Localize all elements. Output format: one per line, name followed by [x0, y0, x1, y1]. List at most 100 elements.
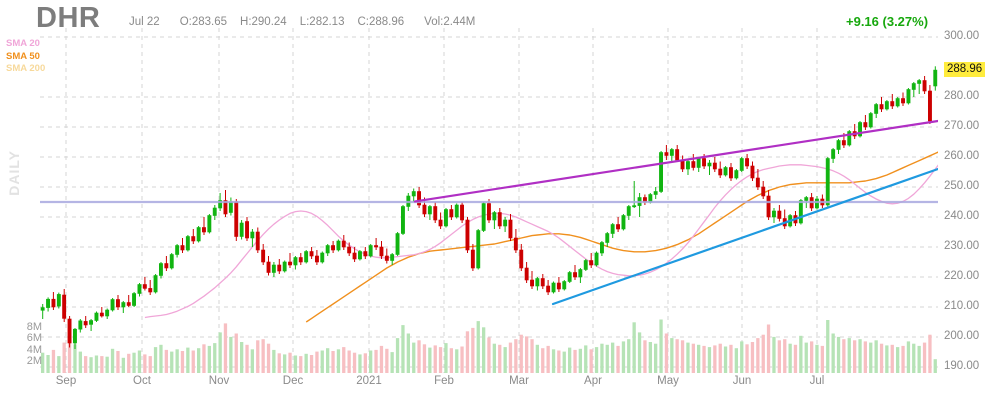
volume-bar	[299, 356, 303, 373]
trendline-upper-trend[interactable]	[413, 119, 938, 203]
volume-bar	[153, 347, 158, 373]
candle-body	[825, 158, 830, 206]
candle-body	[589, 260, 594, 266]
volume-bar	[869, 342, 873, 373]
candle-body	[556, 282, 561, 290]
candle-body	[879, 104, 884, 110]
candle-body	[218, 200, 223, 209]
candle-body	[40, 307, 45, 311]
volume-bar	[503, 347, 507, 373]
time-tick-label[interactable]: May	[657, 375, 679, 387]
volume-bar	[288, 352, 292, 373]
sma-legend: SMA 20 SMA 50 SMA 200	[6, 38, 45, 76]
high-value: H:290.24	[240, 16, 287, 28]
candle-body	[863, 122, 868, 128]
candle-body	[621, 215, 626, 230]
candle-body	[72, 328, 77, 344]
volume-bar	[675, 339, 679, 373]
volume-bar	[697, 344, 701, 373]
candle-body	[271, 264, 276, 273]
volume-bar	[256, 340, 260, 373]
candle-body	[707, 162, 712, 167]
time-tick-label[interactable]: Jul	[809, 375, 825, 387]
candle-body	[384, 255, 389, 261]
volume-bar	[783, 339, 787, 373]
time-tick-label[interactable]: Oct	[133, 375, 151, 387]
volume-bar	[600, 343, 604, 373]
volume-bar	[180, 351, 185, 373]
volume-bar	[277, 353, 281, 373]
volume-bar	[605, 344, 609, 373]
volume-bar	[202, 344, 206, 373]
candle-body	[659, 152, 664, 192]
time-tick-label[interactable]: Jun	[732, 375, 752, 387]
volume-bar	[401, 325, 405, 373]
chart-canvas[interactable]	[40, 28, 938, 373]
plot-area[interactable]	[40, 28, 938, 373]
volume-bar	[611, 342, 615, 373]
candle-body	[616, 224, 621, 230]
candle-body	[481, 203, 486, 231]
sma-legend-item-1[interactable]: SMA 50	[6, 50, 40, 62]
candle-body	[470, 249, 475, 269]
volume-bar	[46, 355, 50, 373]
candle-body	[599, 242, 604, 254]
volume-bar	[530, 339, 534, 373]
time-tick-label[interactable]: Feb	[434, 375, 454, 387]
price-tick-label: 200.00	[944, 330, 980, 342]
candle-body	[132, 293, 137, 306]
candle-body	[745, 158, 750, 167]
time-tick-label[interactable]: Nov	[208, 375, 230, 387]
volume-bar	[810, 341, 814, 373]
candle-body	[895, 98, 900, 107]
volume-bar	[363, 353, 367, 373]
candle-body	[836, 140, 841, 150]
time-tick-label[interactable]: Mar	[509, 375, 529, 387]
candle-body	[83, 321, 88, 326]
time-tick-label[interactable]: Sep	[55, 375, 77, 387]
timeframe-watermark: DAILY	[6, 150, 22, 196]
candle-body	[691, 161, 696, 168]
low-value: L:282.13	[299, 16, 345, 28]
volume-bar	[815, 344, 819, 373]
candle-body	[578, 269, 583, 278]
candle-body	[417, 191, 421, 206]
volume-bar	[734, 348, 738, 373]
price-axis[interactable]: 300.00 280.00 270.00 260.00 250.00 240.00 230.…	[944, 0, 990, 400]
volume-bar	[826, 320, 830, 373]
volume-bar	[78, 351, 82, 373]
candle-body	[347, 246, 352, 254]
volume-bar	[476, 321, 480, 373]
volume-bar	[213, 343, 217, 373]
candle-body	[51, 298, 56, 308]
volume-bar	[858, 339, 862, 373]
volume-bar	[691, 343, 695, 373]
candle-body	[890, 101, 895, 107]
volume-bar	[137, 350, 142, 373]
candle-body	[610, 224, 615, 234]
candle-body	[255, 231, 260, 251]
candle-body	[551, 282, 556, 293]
candle-body	[486, 203, 491, 221]
ticker-symbol[interactable]: DHR	[36, 2, 101, 34]
trendline-lower-trend[interactable]	[551, 167, 938, 306]
time-axis[interactable]: Sep Oct Nov Dec 2021 Feb Mar Apr May Jun Jul	[0, 375, 990, 397]
sma-legend-item-2[interactable]: SMA 200	[6, 63, 46, 75]
candle-body	[906, 89, 911, 104]
time-tick-label[interactable]: 2021	[356, 375, 382, 387]
time-tick-label[interactable]: Dec	[282, 375, 304, 387]
candle-body	[804, 197, 809, 201]
volume-bar	[223, 323, 228, 373]
close-value: C:288.96	[357, 16, 405, 28]
candle-body	[293, 257, 298, 266]
volume-bar	[336, 349, 341, 373]
candle-body	[46, 298, 51, 308]
candle-body	[314, 255, 319, 263]
volume-bar	[143, 354, 147, 373]
candle-body	[546, 285, 551, 293]
volume-bar	[417, 340, 421, 373]
time-tick-label[interactable]: Apr	[584, 375, 602, 387]
volume-bar	[933, 359, 937, 373]
sma-legend-item-0[interactable]: SMA 20	[6, 38, 40, 49]
candle-body	[277, 264, 282, 272]
